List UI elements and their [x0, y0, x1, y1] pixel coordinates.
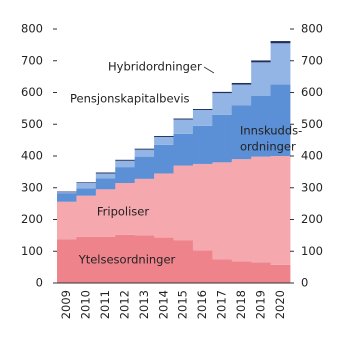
bar-segment [192, 109, 213, 110]
x-tick-label: 2015 [176, 290, 190, 319]
bar-segment [192, 250, 213, 283]
bar-segment [115, 159, 136, 161]
y-tick-label: 600 [21, 85, 43, 99]
y-tick-label: 100 [21, 244, 43, 258]
bar-segment [134, 235, 155, 283]
bar-segment [95, 178, 116, 190]
bar-segment [173, 118, 194, 120]
bar-segment [231, 84, 252, 106]
bar-segment [251, 62, 271, 96]
x-tick-label: 2011 [98, 290, 112, 319]
bar-segment [192, 109, 213, 126]
y2-tick-label: 600 [301, 85, 323, 99]
annotation: ordninger [240, 140, 296, 154]
annotation: Pensjonskapitalbevis [70, 92, 190, 106]
bar-segment [76, 188, 97, 196]
annotation: Hybridordninger [108, 60, 202, 74]
x-tick-label: 2016 [195, 290, 209, 319]
bar-segment [212, 162, 233, 260]
y-tick-label: 200 [21, 212, 43, 226]
bar-segment [270, 156, 291, 265]
y2-tick-label: 300 [301, 180, 323, 194]
bar-segment [270, 264, 291, 283]
bar-segment [154, 173, 174, 238]
y-tick-label: 500 [21, 117, 43, 131]
x-tick-label: 2013 [137, 290, 151, 319]
y-tick-label: 700 [21, 53, 43, 67]
bar-segment [57, 201, 77, 240]
bar-segment [251, 262, 271, 283]
bar-segment [134, 148, 155, 150]
annotation: Innskudds- [240, 124, 302, 138]
y2-tick-label: 400 [301, 149, 323, 163]
bar-segment [57, 239, 77, 283]
bar-segment [95, 236, 116, 283]
bar-segment [231, 159, 252, 262]
y2-tick-label: 700 [301, 53, 323, 67]
bar-segment [231, 105, 252, 160]
bar-segment [95, 172, 116, 174]
bar-segment [212, 259, 233, 283]
bar-segment [76, 195, 97, 237]
x-tick-label: 2014 [156, 290, 170, 319]
bar-segment [134, 178, 155, 236]
bar-segment [192, 125, 213, 164]
y-tick-label: 0 [36, 276, 43, 290]
bar-segment [270, 41, 291, 44]
bar-segment [57, 193, 77, 202]
bar-segment [270, 43, 291, 85]
y2-tick-label: 0 [301, 276, 308, 290]
y-tick-label: 400 [21, 149, 43, 163]
bar-segment [76, 182, 97, 183]
bar-segment [57, 191, 77, 193]
x-tick-label: 2018 [234, 290, 248, 319]
bar-segment [154, 135, 174, 137]
x-tick-label: 2019 [253, 290, 267, 319]
y2-tick-label: 100 [301, 244, 323, 258]
bar-segment [134, 149, 155, 157]
bar-segment [173, 240, 194, 283]
bar-segment [212, 91, 233, 94]
x-tick-label: 2020 [273, 290, 287, 319]
leader-line [203, 66, 215, 74]
x-tick-label: 2010 [79, 290, 93, 319]
x-tick-label: 2012 [117, 290, 131, 319]
bar-segment [115, 167, 136, 183]
bar-segment [134, 156, 155, 179]
bar-segment [76, 236, 97, 283]
bar-segment [115, 234, 136, 283]
x-tick-label: 2017 [215, 290, 229, 319]
y2-tick-label: 500 [301, 117, 323, 131]
bar-segment [154, 136, 174, 145]
bar-segment [95, 173, 116, 179]
bar-segment [115, 160, 136, 168]
bar-segment [95, 189, 116, 237]
bar-segment [173, 165, 194, 241]
bar-segment [251, 156, 271, 263]
bar-segment [212, 114, 233, 163]
bar-segment [57, 192, 77, 194]
y-tick-label: 300 [21, 180, 43, 194]
bar-segment [154, 237, 174, 283]
y-tick-label: 800 [21, 22, 43, 36]
bar-segment [115, 182, 136, 235]
annotation: Ytelsesordninger [78, 253, 176, 267]
bar-segment [251, 60, 271, 63]
bar-segment [173, 119, 194, 134]
annotation: Fripoliser [97, 205, 149, 219]
bar-segment [231, 82, 252, 85]
bar-segment [212, 93, 233, 115]
y2-tick-label: 800 [301, 22, 323, 36]
bar-segment [192, 163, 213, 251]
x-tick-label: 2009 [59, 290, 73, 319]
bar-segment [270, 84, 291, 156]
bar-segment [76, 182, 97, 189]
bar-segment [154, 144, 174, 174]
bar-segment [173, 133, 194, 166]
y2-tick-label: 200 [301, 212, 323, 226]
bar-segment [251, 95, 271, 157]
bar-segment [231, 261, 252, 283]
